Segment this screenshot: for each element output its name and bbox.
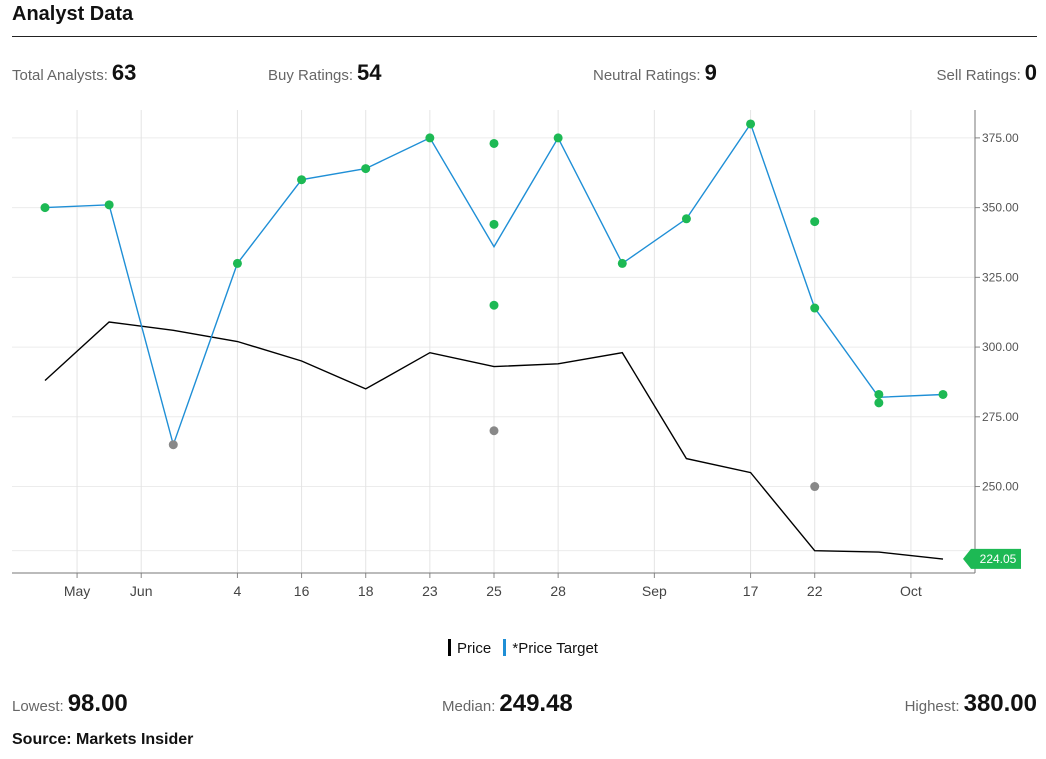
neutral-rating-point — [489, 426, 499, 436]
highest-value: 380.00 — [963, 690, 1037, 717]
y-tick-label: 275.00 — [982, 410, 1019, 424]
y-tick-label: 375.00 — [982, 131, 1019, 145]
neutral-rating-point — [168, 440, 178, 450]
price-target-line — [44, 122, 944, 448]
source-note: Source: Markets Insider — [12, 731, 194, 748]
last-price-badge: 224.05 — [963, 548, 1021, 569]
buy-rating-point — [617, 258, 627, 268]
total-analysts-value: 63 — [111, 60, 137, 85]
legend-swatch-price — [448, 639, 452, 656]
legend-item-price[interactable]: Price — [448, 639, 491, 657]
buy-rating-point — [810, 303, 820, 313]
buy-ratings-stat: Buy Ratings: 54 — [268, 60, 382, 86]
x-tick-label: 25 — [486, 583, 502, 599]
x-tick-label: 18 — [358, 583, 374, 599]
buy-rating-point — [810, 217, 820, 227]
median-stat: Median: 249.48 — [442, 690, 573, 718]
last-price-label: 224.05 — [980, 552, 1017, 566]
buy-rating-point — [425, 133, 435, 143]
highest-label: Highest: — [904, 698, 960, 715]
buy-rating-point — [104, 200, 114, 210]
x-tick-label: Jun — [130, 583, 153, 599]
buy-rating-point — [746, 119, 756, 129]
buy-ratings-label: Buy Ratings: — [268, 67, 354, 84]
chart-points — [40, 119, 948, 492]
median-label: Median: — [442, 698, 496, 715]
median-value: 249.48 — [499, 690, 573, 717]
buy-rating-point — [232, 258, 242, 268]
x-tick-label: Sep — [642, 583, 667, 599]
x-tick-label: 22 — [807, 583, 823, 599]
total-analysts-stat: Total Analysts: 63 — [12, 60, 136, 86]
buy-rating-point — [938, 389, 948, 399]
chart-ticks: 375.00 350.00 325.00 300.00 275.00 250.00 May J… — [64, 131, 1019, 599]
y-tick-label: 350.00 — [982, 201, 1019, 215]
legend-swatch-price-target — [503, 639, 507, 656]
x-tick-label: 16 — [294, 583, 310, 599]
buy-rating-point — [489, 219, 499, 229]
buy-rating-point — [874, 389, 884, 399]
sell-ratings-label: Sell Ratings: — [936, 67, 1021, 84]
x-tick-label: 17 — [743, 583, 759, 599]
neutral-ratings-label: Neutral Ratings: — [593, 67, 701, 84]
buy-rating-point — [681, 214, 691, 224]
buy-rating-point — [489, 138, 499, 148]
lowest-value: 98.00 — [67, 690, 128, 717]
neutral-ratings-value: 9 — [704, 60, 717, 85]
buy-rating-point — [874, 398, 884, 408]
buy-rating-point — [40, 203, 50, 213]
buy-rating-point — [297, 175, 307, 185]
x-tick-label: Oct — [900, 583, 922, 599]
buy-rating-point — [489, 300, 499, 310]
legend-label-price: Price — [457, 640, 492, 657]
buy-rating-point — [361, 164, 371, 174]
title-divider — [12, 36, 1037, 37]
buy-ratings-value: 54 — [357, 60, 382, 85]
neutral-ratings-stat: Neutral Ratings: 9 — [593, 60, 717, 86]
lowest-label: Lowest: — [12, 698, 64, 715]
chart-grid — [12, 110, 980, 578]
chart-legend: Price *Price Target — [0, 639, 1046, 657]
lowest-stat: Lowest: 98.00 — [12, 690, 128, 718]
sell-ratings-value: 0 — [1024, 60, 1037, 85]
page-title: Analyst Data — [12, 3, 134, 25]
y-tick-label: 325.00 — [982, 270, 1019, 284]
legend-label-price-target: *Price Target — [512, 640, 598, 657]
analyst-chart: 375.00 350.00 325.00 300.00 275.00 250.00 May J… — [12, 110, 1021, 599]
last-price-badge-shape — [963, 548, 1021, 569]
highest-stat: Highest: 380.00 — [905, 690, 1037, 718]
neutral-rating-point — [810, 482, 820, 492]
x-tick-label: 4 — [234, 583, 242, 599]
price-line — [44, 321, 944, 560]
buy-rating-point — [553, 133, 563, 143]
y-tick-label: 300.00 — [982, 340, 1019, 354]
chart-series — [44, 122, 944, 560]
legend-item-price-target[interactable]: *Price Target — [503, 639, 598, 657]
sell-ratings-stat: Sell Ratings: 0 — [937, 60, 1037, 86]
x-tick-label: 28 — [550, 583, 566, 599]
y-tick-label: 250.00 — [982, 480, 1019, 494]
total-analysts-label: Total Analysts: — [12, 67, 108, 84]
x-tick-label: May — [64, 583, 90, 599]
x-tick-label: 23 — [422, 583, 438, 599]
